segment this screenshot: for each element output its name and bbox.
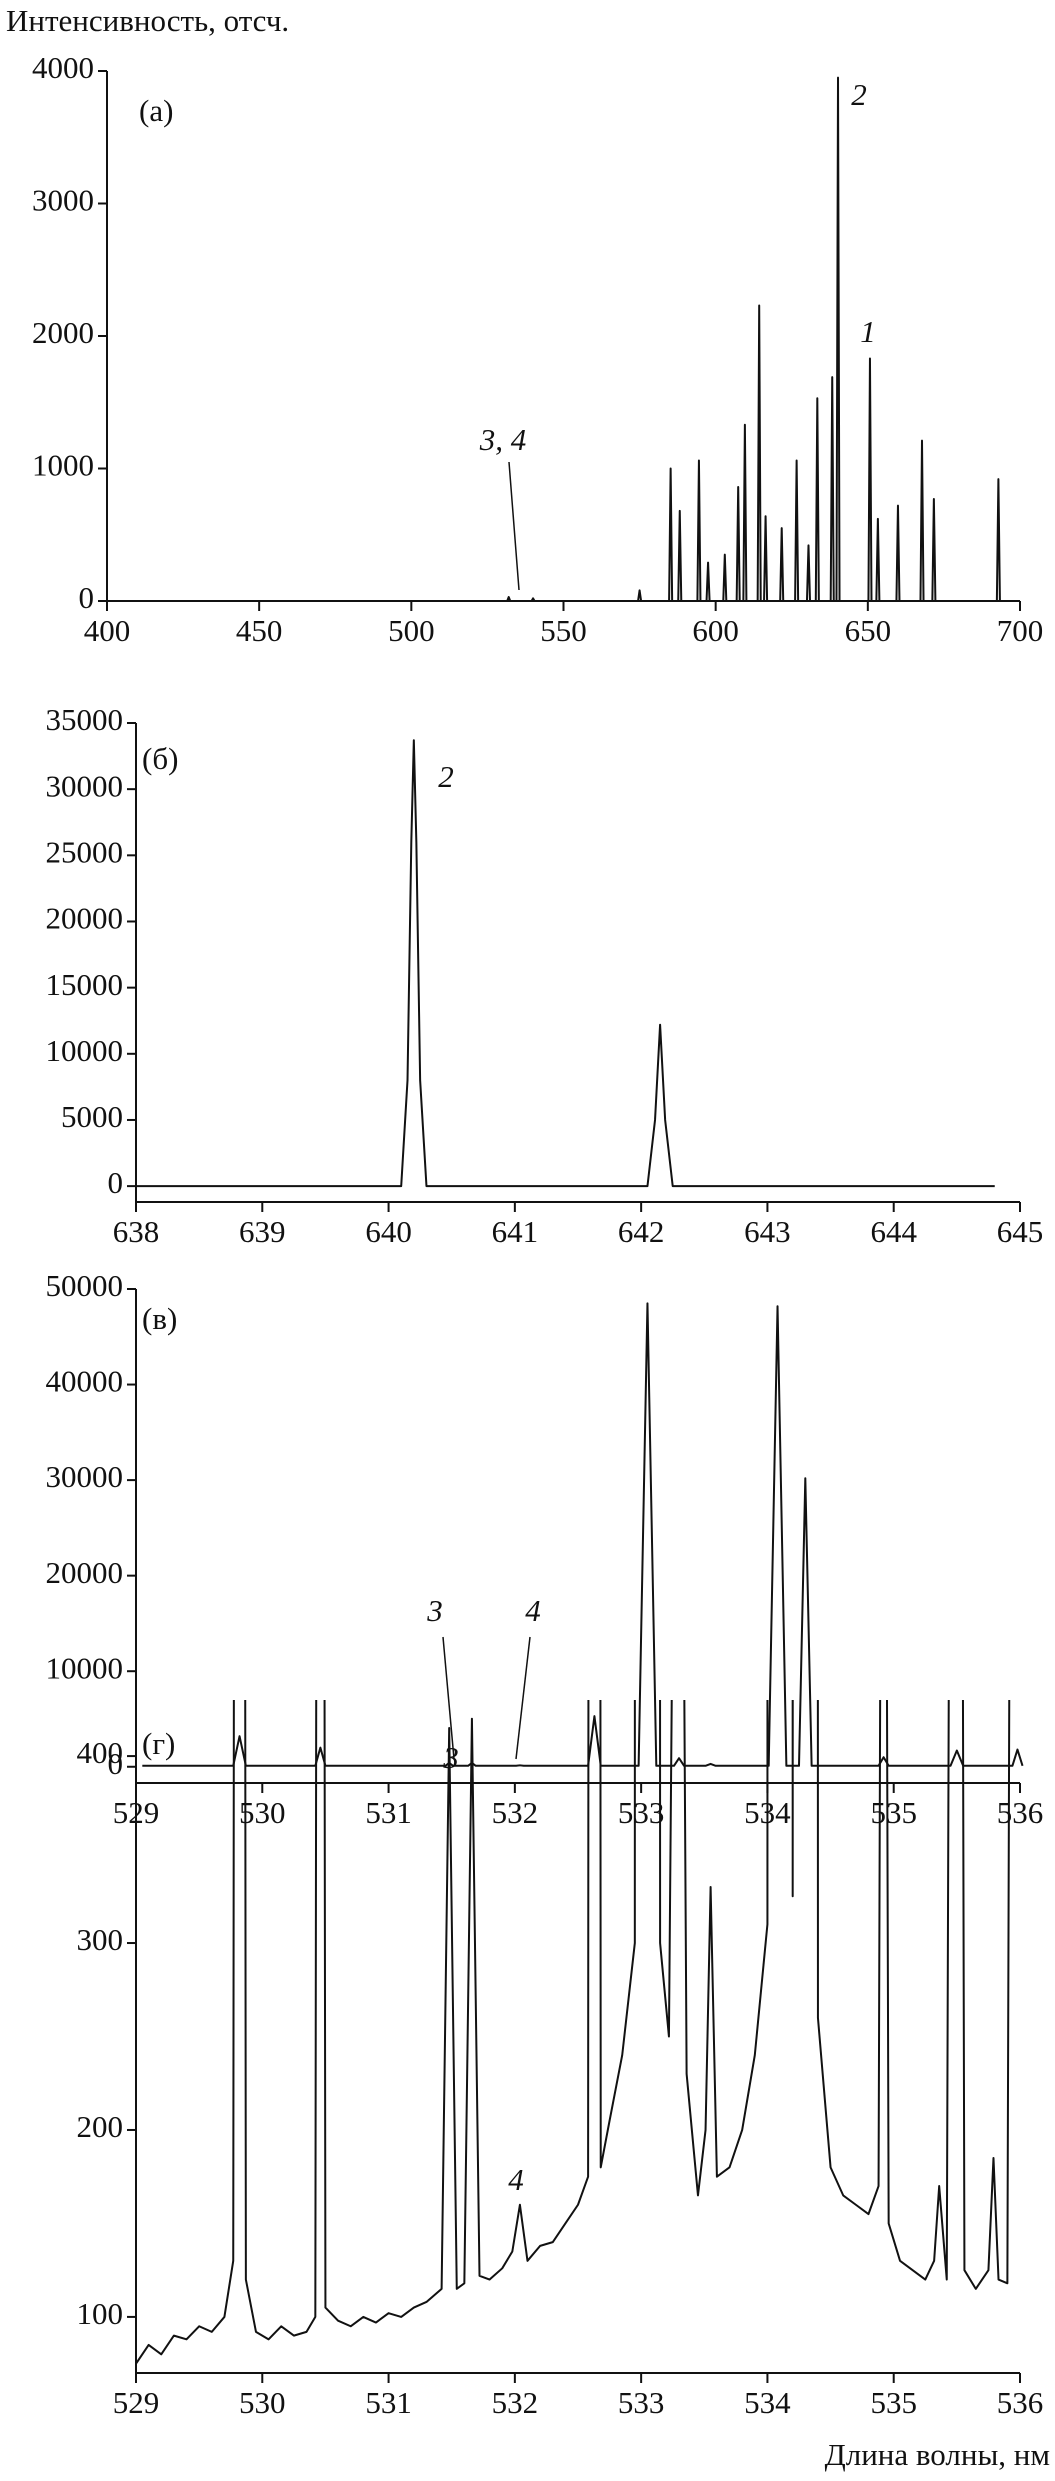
y-tick-label: 15000 xyxy=(46,967,124,1002)
x-axis-title: Длина волны, нм xyxy=(825,2437,1050,2472)
x-tick-label: 535 xyxy=(870,1795,917,1830)
y-tick-label: 25000 xyxy=(46,834,124,869)
spectrum-line xyxy=(136,1700,1011,2365)
y-tick-label: 0 xyxy=(108,1165,124,1200)
x-tick-label: 450 xyxy=(236,613,283,648)
panel-label: (в) xyxy=(142,1301,177,1336)
y-tick-label: 35000 xyxy=(46,702,124,737)
spectrum-line xyxy=(107,76,1017,601)
annotation: 4 xyxy=(525,1593,541,1628)
x-tick-label: 643 xyxy=(744,1214,791,1249)
x-tick-label: 700 xyxy=(997,613,1044,648)
x-tick-label: 639 xyxy=(239,1214,286,1249)
x-tick-label: 644 xyxy=(870,1214,917,1249)
y-tick-label: 20000 xyxy=(46,901,124,936)
y-tick-label: 30000 xyxy=(46,1459,124,1494)
x-tick-label: 535 xyxy=(870,2385,917,2420)
x-tick-label: 536 xyxy=(997,1795,1044,1830)
y-tick-label: 10000 xyxy=(46,1033,124,1068)
x-tick-label: 400 xyxy=(84,613,131,648)
spectrum-line xyxy=(142,1302,1024,1767)
x-tick-label: 533 xyxy=(618,1795,665,1830)
x-tick-label: 638 xyxy=(113,1214,160,1249)
x-tick-label: 500 xyxy=(388,613,435,648)
y-tick-label: 0 xyxy=(79,580,95,615)
y-axis-title: Интенсивность, отсч. xyxy=(6,3,289,38)
y-tick-label: 50000 xyxy=(46,1268,124,1303)
x-tick-label: 532 xyxy=(492,1795,539,1830)
x-tick-label: 642 xyxy=(618,1214,665,1249)
annotation: 2 xyxy=(851,77,867,112)
x-tick-label: 531 xyxy=(365,1795,412,1830)
x-tick-label: 533 xyxy=(618,2385,665,2420)
y-tick-label: 30000 xyxy=(46,768,124,803)
annotation: 4 xyxy=(508,2162,524,2197)
y-tick-label: 1000 xyxy=(32,448,94,483)
y-tick-label: 300 xyxy=(77,1922,124,1957)
x-tick-label: 531 xyxy=(365,2385,412,2420)
x-tick-label: 536 xyxy=(997,2385,1044,2420)
x-tick-label: 650 xyxy=(845,613,892,648)
panel-label: (б) xyxy=(142,741,178,776)
x-tick-label: 534 xyxy=(744,2385,791,2420)
annotation-leader xyxy=(508,461,520,591)
annotation: 1 xyxy=(860,314,876,349)
x-tick-label: 529 xyxy=(113,2385,160,2420)
panel-label: (а) xyxy=(139,93,173,128)
y-tick-label: 200 xyxy=(77,2109,124,2144)
y-tick-label: 40000 xyxy=(46,1364,124,1399)
y-tick-label: 4000 xyxy=(32,50,94,85)
annotation: 3 xyxy=(426,1593,443,1628)
spectrum-line xyxy=(136,739,995,1188)
x-tick-label: 600 xyxy=(692,613,739,648)
annotation: 3, 4 xyxy=(479,422,527,457)
y-tick-label: 20000 xyxy=(46,1555,124,1590)
y-tick-label: 400 xyxy=(77,1735,124,1770)
x-tick-label: 550 xyxy=(540,613,587,648)
x-tick-label: 532 xyxy=(492,2385,539,2420)
y-tick-label: 10000 xyxy=(46,1650,124,1685)
x-tick-label: 530 xyxy=(239,1795,286,1830)
y-tick-label: 0 xyxy=(108,1746,124,1781)
y-tick-label: 100 xyxy=(77,2296,124,2331)
annotation: 2 xyxy=(438,759,454,794)
x-tick-label: 645 xyxy=(997,1214,1044,1249)
x-tick-label: 641 xyxy=(492,1214,539,1249)
annotation-leader xyxy=(442,1636,455,1760)
y-tick-label: 3000 xyxy=(32,183,94,218)
x-tick-label: 530 xyxy=(239,2385,286,2420)
y-tick-label: 2000 xyxy=(32,315,94,350)
panel-label: (г) xyxy=(142,1726,175,1761)
annotation-leader xyxy=(515,1636,531,1760)
y-tick-label: 5000 xyxy=(61,1099,123,1134)
annotation: 3 xyxy=(442,1740,459,1775)
x-tick-label: 640 xyxy=(365,1214,412,1249)
